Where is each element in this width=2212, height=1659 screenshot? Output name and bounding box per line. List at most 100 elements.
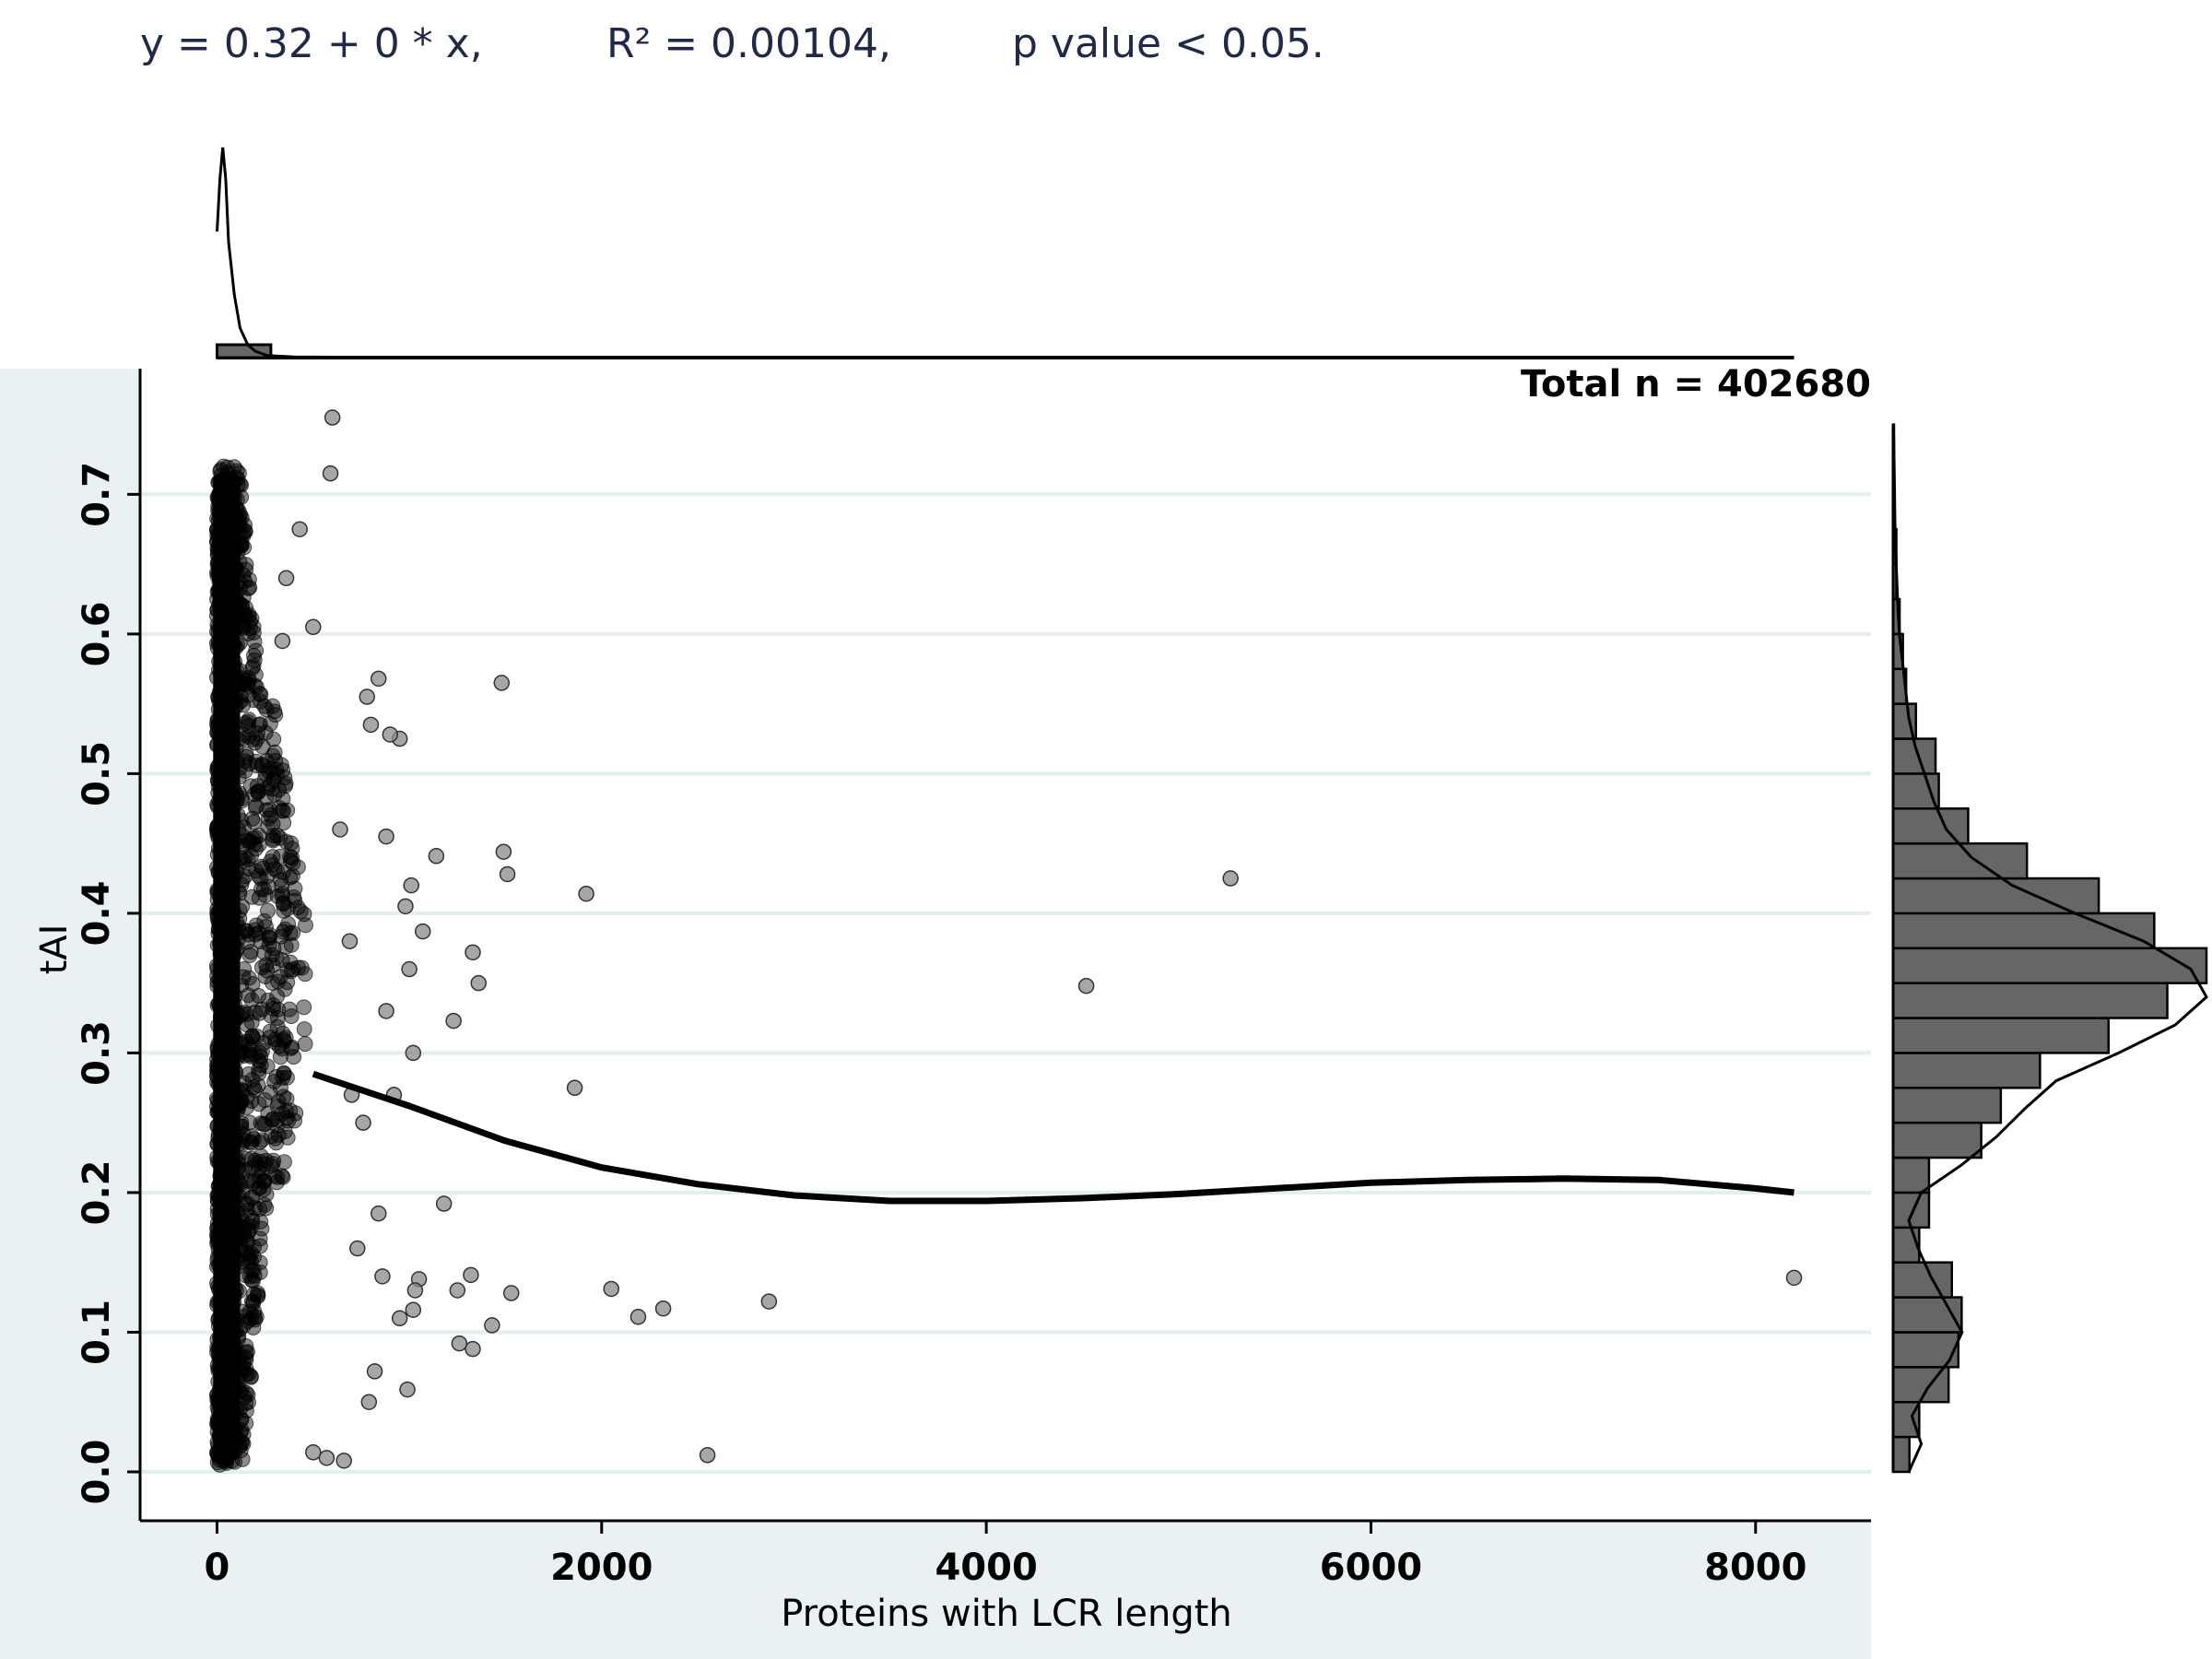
cluster-point bbox=[240, 1234, 256, 1251]
scatter-point-57 bbox=[391, 1310, 408, 1327]
cluster-point bbox=[222, 812, 239, 829]
cluster-point bbox=[217, 1290, 233, 1307]
scatter-point-6 bbox=[629, 1309, 647, 1325]
cluster-point bbox=[210, 688, 227, 705]
scatter-point-7 bbox=[603, 1280, 619, 1298]
cluster-point bbox=[211, 562, 228, 579]
scatter-point-13 bbox=[502, 1285, 520, 1301]
cluster-point bbox=[253, 934, 269, 950]
cluster-point bbox=[221, 721, 238, 737]
cluster-point bbox=[265, 816, 281, 832]
y-marginal-bar-4 bbox=[1891, 1296, 1963, 1334]
x-marginal-distribution bbox=[215, 147, 1794, 359]
cluster-point bbox=[209, 1149, 226, 1166]
cluster-point bbox=[280, 1112, 297, 1129]
cluster-point bbox=[208, 523, 225, 539]
cluster-point bbox=[296, 1021, 312, 1038]
cluster-point bbox=[265, 849, 281, 865]
scatter-point-27 bbox=[405, 1301, 422, 1318]
cluster-point bbox=[209, 846, 226, 863]
y-marginal-bar-18 bbox=[1891, 807, 1970, 845]
cluster-point bbox=[262, 715, 278, 732]
x-axis-label: Proteins with LCR length bbox=[781, 1593, 1232, 1635]
y-marginal-bar-11 bbox=[1891, 1052, 2041, 1089]
x-tick-label-3: 6000 bbox=[1320, 1547, 1422, 1589]
cluster-point bbox=[276, 1033, 292, 1050]
cluster-point bbox=[243, 1189, 260, 1206]
cluster-point bbox=[210, 1129, 227, 1146]
cluster-point bbox=[225, 903, 241, 920]
cluster-point bbox=[232, 1424, 249, 1441]
y-axis-label: tAI bbox=[33, 924, 76, 975]
axes: 0 2000 4000 6000 8000 0.0 0.1 0.2 0.3 0.4 0.5 0.6 0.… bbox=[76, 369, 1871, 1589]
cluster-point bbox=[213, 728, 229, 745]
cluster-point bbox=[289, 859, 306, 876]
cluster-point bbox=[212, 1076, 229, 1092]
cluster-point bbox=[209, 1135, 226, 1152]
cluster-point bbox=[234, 899, 251, 915]
cluster-point bbox=[241, 580, 257, 596]
cluster-point bbox=[223, 853, 240, 870]
y-tick-label-2: 0.2 bbox=[76, 1160, 118, 1226]
cluster-point bbox=[229, 512, 246, 528]
scatter-point-47 bbox=[305, 1444, 322, 1461]
cluster-point bbox=[235, 697, 252, 713]
scatter-point-17 bbox=[463, 1266, 479, 1284]
scatter-point-31 bbox=[399, 1381, 416, 1398]
scatter-point-24 bbox=[414, 923, 431, 940]
cluster-point bbox=[209, 1344, 226, 1360]
y-marginal-bar-5 bbox=[1891, 1261, 1953, 1299]
scatter-point-23 bbox=[428, 848, 445, 865]
cluster-point bbox=[251, 1096, 267, 1112]
cluster-point bbox=[212, 1391, 229, 1407]
cluster-point bbox=[274, 1168, 290, 1184]
y-marginal-bar-0 bbox=[1891, 1435, 1911, 1474]
fit-curve-group bbox=[312, 1070, 1794, 1205]
cluster-point bbox=[292, 903, 309, 920]
scatter-point-30 bbox=[401, 960, 418, 978]
cluster-point bbox=[236, 960, 253, 977]
cluster-point bbox=[283, 936, 300, 953]
cluster-point bbox=[266, 861, 283, 877]
scatter-point-41 bbox=[291, 521, 308, 537]
cluster-point bbox=[241, 834, 257, 851]
cluster-point bbox=[253, 1057, 269, 1074]
cluster-point bbox=[230, 502, 247, 519]
cluster-point bbox=[232, 1035, 249, 1052]
cluster-point bbox=[256, 698, 273, 714]
y-marginal-bar-16 bbox=[1891, 877, 2100, 915]
cluster-point bbox=[224, 1399, 241, 1416]
cluster-point bbox=[257, 724, 274, 741]
cluster-point bbox=[208, 822, 225, 839]
cluster-point bbox=[227, 1406, 243, 1423]
cluster-point bbox=[265, 731, 282, 747]
cluster-point bbox=[258, 1200, 275, 1217]
scatter-point-10 bbox=[493, 675, 511, 691]
cluster-point bbox=[213, 1007, 229, 1024]
cluster-point bbox=[234, 1006, 251, 1022]
scatter-point-12 bbox=[499, 865, 516, 883]
cluster-point bbox=[209, 1275, 226, 1291]
cluster-point bbox=[265, 771, 282, 788]
cluster-point bbox=[216, 1382, 232, 1398]
scatter-point-59 bbox=[341, 933, 359, 949]
y-tick-label-3: 0.3 bbox=[76, 1020, 118, 1086]
cluster-point bbox=[274, 802, 290, 818]
cluster-point bbox=[209, 1041, 226, 1058]
cluster-point bbox=[241, 947, 258, 963]
cluster-point bbox=[211, 914, 228, 931]
cluster-point bbox=[249, 731, 265, 747]
cluster-point bbox=[222, 1194, 239, 1210]
cluster-point bbox=[268, 761, 285, 778]
cluster-point bbox=[223, 682, 240, 699]
scatter-point-18 bbox=[465, 1340, 481, 1358]
cluster-point bbox=[215, 769, 231, 785]
scatter-point-8 bbox=[578, 885, 594, 902]
cluster-point bbox=[255, 881, 272, 898]
cluster-point bbox=[219, 459, 236, 476]
y-marginal-bar-13 bbox=[1891, 982, 2169, 1019]
cluster-point bbox=[253, 758, 270, 774]
cluster-point bbox=[229, 1005, 245, 1021]
